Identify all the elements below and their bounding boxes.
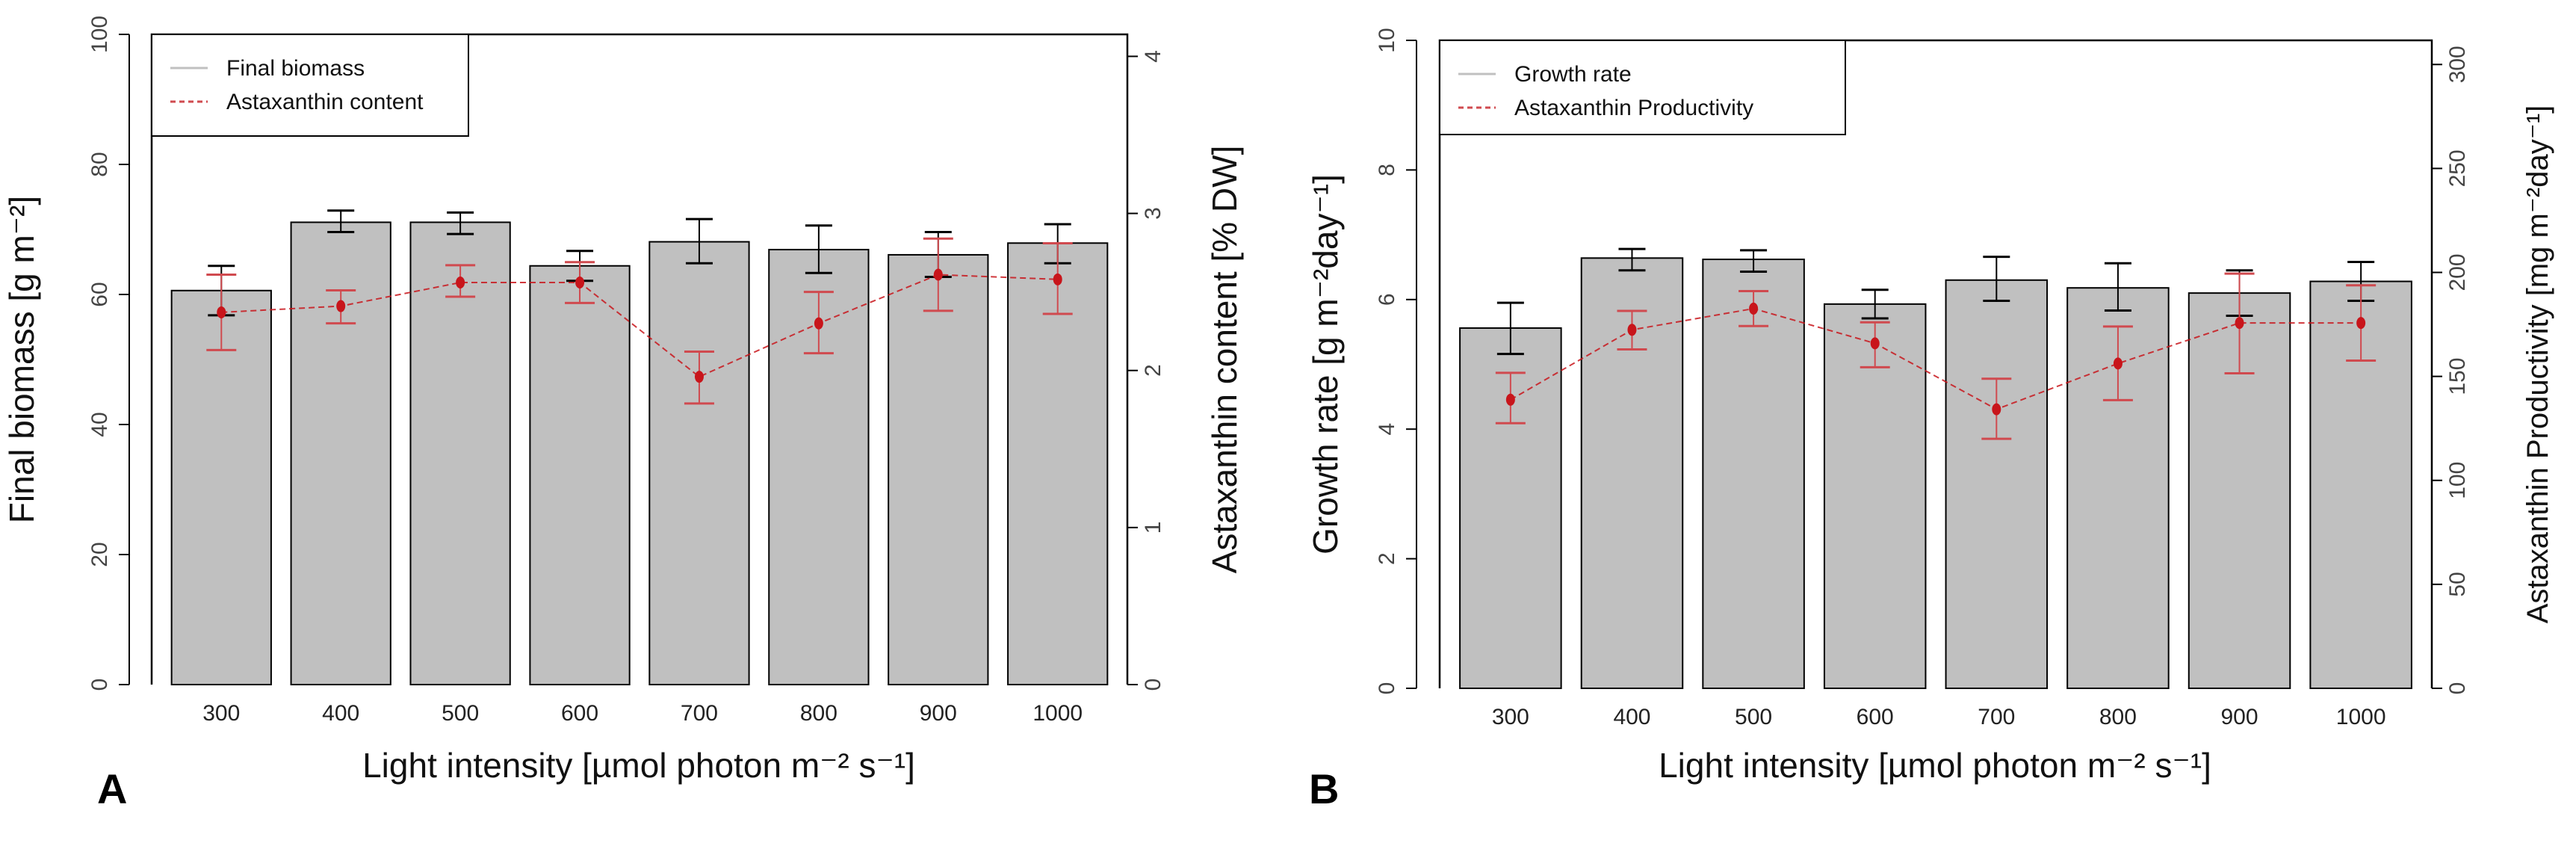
- y-tick-label-right: 250: [2445, 149, 2470, 187]
- y-tick-label-right: 200: [2445, 253, 2470, 291]
- data-point-300: [1505, 393, 1515, 406]
- legend: Final biomass Astaxanthin content: [151, 34, 469, 137]
- y-tick-label-left: 0: [87, 679, 112, 691]
- y-tick-label-left: 100: [87, 16, 112, 53]
- y-tick-label-left: 10: [1375, 28, 1399, 52]
- x-tick-label: 600: [1857, 705, 1894, 729]
- x-axis-title: Light intensity [µmol photon m⁻² s⁻¹]: [362, 746, 915, 785]
- data-point-900: [2235, 317, 2244, 330]
- x-tick-label: 900: [2220, 705, 2258, 729]
- data-point-900: [933, 268, 943, 281]
- y-tick-label-left: 6: [1375, 293, 1399, 306]
- data-point-300: [217, 306, 226, 318]
- y-axis-title-right: Astaxanthin Productivity [mg m⁻²day⁻¹]: [2521, 105, 2554, 624]
- data-point-800: [2113, 357, 2123, 370]
- y-axis-title-left: Final biomass [g m⁻²]: [2, 196, 41, 523]
- x-tick-label: 400: [1613, 705, 1650, 729]
- x-tick-label: 300: [202, 701, 240, 726]
- data-point-800: [814, 317, 823, 330]
- data-point-400: [336, 300, 346, 312]
- y-tick-label-left: 60: [87, 282, 112, 306]
- bar-700: [648, 241, 750, 685]
- legend-label: Growth rate: [1514, 62, 1632, 87]
- bar-600: [529, 265, 631, 686]
- data-point-500: [1749, 302, 1759, 315]
- x-tick-label: 500: [1735, 705, 1772, 729]
- y-tick-label-left: 80: [87, 152, 112, 176]
- legend-label: Astaxanthin content: [226, 90, 424, 114]
- panel-label: B: [1309, 765, 1339, 812]
- y-axis-title-left: Growth rate [g m⁻²day⁻¹]: [1306, 174, 1345, 555]
- data-point-1000: [1053, 273, 1062, 285]
- y-tick-label-left: 20: [87, 542, 112, 566]
- panel-label: A: [97, 765, 127, 812]
- data-point-600: [575, 277, 585, 289]
- x-tick-label: 700: [681, 701, 718, 726]
- x-tick-label: 1000: [2336, 705, 2386, 729]
- y-tick-label-right: 100: [2445, 462, 2470, 499]
- data-point-600: [1870, 337, 1880, 350]
- x-tick-label: 700: [1978, 705, 2015, 729]
- legend-box: [1439, 40, 1846, 135]
- y-tick-label-left: 4: [1375, 423, 1399, 436]
- y-tick-label-right: 50: [2445, 572, 2470, 596]
- y-tick-label-left: 40: [87, 412, 112, 436]
- x-tick-label: 1000: [1032, 701, 1083, 726]
- legend-box: [151, 34, 469, 137]
- y-tick-label-left: 8: [1375, 164, 1399, 176]
- y-tick-label-right: 4: [1141, 50, 1165, 63]
- y-tick-label-right: 0: [2445, 682, 2470, 695]
- bar-900: [888, 253, 989, 685]
- x-axis-title: Light intensity [µmol photon m⁻² s⁻¹]: [1659, 746, 2211, 785]
- x-tick-label: 600: [561, 701, 598, 726]
- x-tick-label: 500: [442, 701, 479, 726]
- y-tick-label-right: 0: [1141, 679, 1165, 691]
- bar-1000: [1007, 242, 1109, 685]
- y-tick-label-right: 2: [1141, 364, 1165, 377]
- bar-400: [1580, 257, 1684, 689]
- series-line-0: [221, 274, 1058, 378]
- x-tick-label: 400: [322, 701, 359, 726]
- y-tick-label-left: 2: [1375, 552, 1399, 565]
- x-tick-label: 900: [920, 701, 957, 726]
- data-point-500: [456, 277, 465, 289]
- y-tick-label-right: 150: [2445, 358, 2470, 395]
- data-point-1000: [2356, 317, 2366, 330]
- data-point-700: [694, 371, 704, 383]
- data-point-700: [1992, 403, 2001, 416]
- x-tick-label: 300: [1492, 705, 1529, 729]
- y-tick-label-left: 0: [1375, 682, 1399, 695]
- series-line-1: [1510, 307, 2362, 410]
- legend-label: Astaxanthin Productivity: [1514, 96, 1753, 120]
- legend-label: Final biomass: [226, 56, 365, 81]
- y-axis-title-right: Astaxanthin content [% DW]: [1205, 146, 1244, 574]
- x-tick-label: 800: [800, 701, 837, 726]
- bar-300: [170, 289, 272, 685]
- bar-500: [1702, 259, 1805, 689]
- data-point-400: [1627, 324, 1637, 336]
- y-tick-label-right: 300: [2445, 46, 2470, 83]
- x-tick-label: 800: [2099, 705, 2137, 729]
- y-tick-label-right: 1: [1141, 522, 1165, 534]
- y-tick-label-right: 3: [1141, 207, 1165, 220]
- bar-700: [1945, 279, 2049, 690]
- legend: Growth rate Astaxanthin Productivity: [1439, 40, 1846, 135]
